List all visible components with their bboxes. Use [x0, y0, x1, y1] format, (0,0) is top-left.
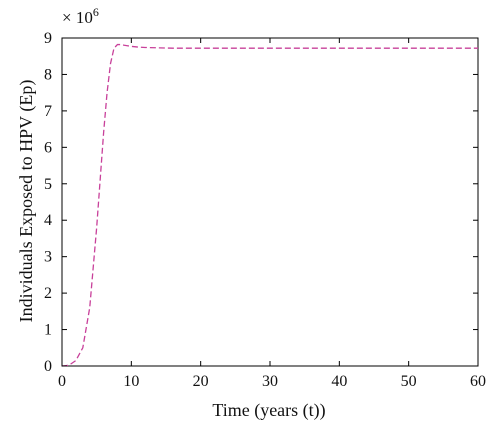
- ticks-layer: 0 10 20 30 40 50 60 0 1 2 3 4 5 6 7 8 9: [44, 30, 486, 390]
- y-axis-multiplier-exponent: 6: [93, 5, 99, 19]
- series-layer: [61, 43, 478, 367]
- y-axis-multiplier-base: × 10: [62, 8, 93, 27]
- x-tick-label: 0: [58, 373, 66, 390]
- series-point: [138, 47, 139, 48]
- series-line-0: [61, 43, 478, 367]
- series-point: [200, 48, 201, 49]
- series-point: [117, 44, 118, 45]
- series-point: [339, 48, 340, 49]
- y-tick-label: 6: [44, 139, 52, 156]
- series-point: [110, 63, 111, 64]
- series-point: [477, 48, 478, 49]
- series-point: [89, 307, 90, 308]
- series-point: [120, 44, 121, 45]
- series-point: [124, 45, 125, 46]
- series-point: [172, 48, 173, 49]
- y-axis-title: Individuals Exposed to HPV (Ep): [16, 80, 37, 323]
- y-tick-label: 0: [44, 358, 52, 375]
- series-point: [131, 46, 132, 47]
- y-tick-label: 8: [44, 66, 52, 83]
- series-point: [158, 47, 159, 48]
- series-point: [235, 48, 236, 49]
- x-axis-title: Time (years (t)): [212, 400, 325, 421]
- y-tick-label: 3: [44, 249, 52, 266]
- x-tick-label: 20: [193, 373, 209, 390]
- y-tick-label: 5: [44, 176, 52, 193]
- series-point: [145, 47, 146, 48]
- y-tick-label: 9: [44, 30, 52, 47]
- series-point: [113, 48, 114, 49]
- series-point: [96, 227, 97, 228]
- plot-area: [61, 37, 479, 367]
- x-tick-label: 60: [470, 373, 486, 390]
- x-tick-label: 10: [123, 373, 139, 390]
- y-tick-label: 2: [44, 285, 52, 302]
- y-tick-label: 4: [44, 212, 52, 229]
- x-tick-label: 50: [401, 373, 417, 390]
- y-tick-label: 7: [44, 103, 52, 120]
- series-point: [75, 360, 76, 361]
- series-point: [103, 132, 104, 133]
- x-tick-label: 40: [331, 373, 347, 390]
- series-point: [82, 347, 83, 348]
- series-point: [68, 365, 69, 366]
- y-axis-multiplier: × 106: [62, 5, 99, 27]
- series-point: [106, 92, 107, 93]
- series-point: [408, 48, 409, 49]
- plot-border: [61, 37, 479, 367]
- series-point: [269, 48, 270, 49]
- y-tick-label: 1: [44, 322, 52, 339]
- x-tick-label: 30: [262, 373, 278, 390]
